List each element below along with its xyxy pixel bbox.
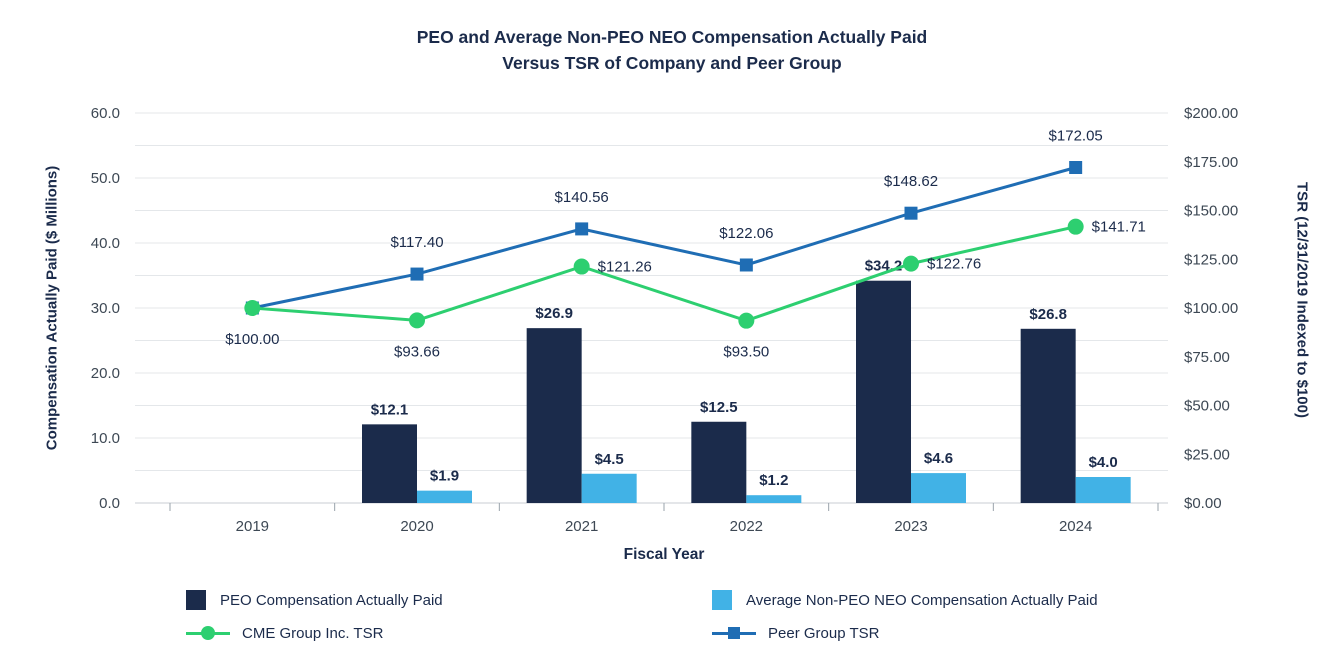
x-axis-tick-label: 2021 <box>565 518 598 535</box>
peo-bar <box>1020 328 1076 503</box>
x-axis-title: Fiscal Year <box>623 546 705 563</box>
legend-label-peer: Peer Group TSR <box>768 624 880 642</box>
cme-tsr-marker-icon <box>1067 218 1084 235</box>
legend-item-neo: Average Non-PEO NEO Compensation Actuall… <box>712 588 1098 612</box>
combo-chart: $12.1$26.9$12.5$34.2$26.8$1.9$4.5$1.2$4.… <box>91 105 1238 535</box>
right-axis-tick-label: $100.00 <box>1184 300 1238 317</box>
peo-bar <box>691 421 747 503</box>
bar-value-label: $26.9 <box>535 305 573 322</box>
chart-title-line1: PEO and Average Non-PEO NEO Compensation… <box>416 27 928 47</box>
cme-circle-marker-icon <box>201 626 215 640</box>
left-axis-tick-label: 60.0 <box>91 105 120 122</box>
bar-value-label: $12.1 <box>371 401 409 418</box>
left-axis-tick-label: 50.0 <box>91 170 120 187</box>
peo-bar <box>362 424 417 503</box>
right-axis-tick-label: $150.00 <box>1184 203 1238 220</box>
left-axis-tick-label: 10.0 <box>91 430 120 447</box>
tsr-value-label: $148.62 <box>884 173 938 190</box>
tsr-value-label: $140.56 <box>555 189 609 206</box>
x-axis-tick-label: 2019 <box>236 518 269 535</box>
peo-bar <box>526 328 582 503</box>
left-axis-title: Compensation Actually Paid ($ Millions) <box>43 165 61 451</box>
peer-tsr-marker-icon <box>904 206 918 220</box>
tsr-value-label: $93.66 <box>394 343 440 360</box>
bar-value-label: $4.0 <box>1089 454 1118 471</box>
right-axis-tick-label: $25.00 <box>1184 446 1230 463</box>
tsr-value-label: $122.76 <box>927 256 981 273</box>
legend-item-cme: CME Group Inc. TSR <box>186 621 712 645</box>
right-axis-tick-label: $50.00 <box>1184 398 1230 415</box>
right-axis-tick-label: $125.00 <box>1184 251 1238 268</box>
right-axis-tick-label: $75.00 <box>1184 349 1230 366</box>
peer-tsr-line <box>252 166 1077 310</box>
peer-tsr-marker-icon <box>410 267 424 281</box>
tsr-value-label: $122.06 <box>719 225 773 242</box>
legend-label-cme: CME Group Inc. TSR <box>242 624 384 642</box>
legend-label-neo: Average Non-PEO NEO Compensation Actuall… <box>746 591 1098 609</box>
neo-bar <box>581 473 637 503</box>
cme-tsr-marker-icon <box>244 300 261 316</box>
tsr-value-label: $100.00 <box>225 331 279 348</box>
x-axis-tick-label: 2024 <box>1059 518 1092 535</box>
legend-item-peer: Peer Group TSR <box>712 621 1098 645</box>
neo-bar <box>911 473 966 503</box>
chart-title-line2: Versus TSR of Company and Peer Group <box>502 53 842 73</box>
neo-bar <box>746 495 802 503</box>
bar-value-label: $1.9 <box>430 468 459 485</box>
chart-title: PEO and Average Non-PEO NEO Compensation… <box>0 24 1344 76</box>
cme-tsr-marker-icon <box>409 312 425 329</box>
x-axis-tick-label: 2023 <box>894 518 927 535</box>
x-axis-tick-label: 2022 <box>730 518 763 535</box>
neo-bar <box>1075 477 1131 503</box>
cme-tsr-line <box>252 225 1076 323</box>
right-axis-tick-label: $175.00 <box>1184 154 1238 171</box>
peer-line-swatch-icon <box>712 623 756 643</box>
peer-tsr-marker-icon <box>575 222 589 236</box>
cme-tsr-marker-icon <box>738 312 755 329</box>
peo-bar <box>856 280 911 503</box>
cme-line-swatch-icon <box>186 623 230 643</box>
peer-square-marker-icon <box>728 627 740 639</box>
tsr-value-label: $117.40 <box>390 234 443 251</box>
peer-tsr-marker-icon <box>1069 161 1083 175</box>
bar-value-label: $4.5 <box>595 451 624 468</box>
right-axis-tick-label: $0.00 <box>1184 495 1222 512</box>
bar-value-label: $12.5 <box>700 399 738 416</box>
right-axis-title: TSR (12/31/2019 Indexed to $100) <box>1293 182 1311 418</box>
bar-value-label: $1.2 <box>759 472 788 489</box>
bar-value-label: $4.6 <box>924 450 953 467</box>
left-axis-tick-label: 40.0 <box>91 235 120 252</box>
tsr-value-label: $141.71 <box>1092 219 1146 236</box>
tsr-value-label: $172.05 <box>1049 128 1103 145</box>
left-axis-tick-label: 0.0 <box>99 495 120 512</box>
left-axis-tick-label: 30.0 <box>91 300 120 317</box>
peer-tsr-marker-icon <box>739 258 753 272</box>
chart-legend: PEO Compensation Actually Paid Average N… <box>186 588 1098 645</box>
cme-tsr-marker-icon <box>903 255 919 272</box>
neo-bar-swatch-icon <box>712 590 732 610</box>
cme-tsr-marker-icon <box>573 258 590 275</box>
bar-value-label: $26.8 <box>1029 306 1067 323</box>
tsr-value-label: $121.26 <box>598 259 652 276</box>
tsr-value-label: $93.50 <box>723 344 769 361</box>
legend-item-peo: PEO Compensation Actually Paid <box>186 588 712 612</box>
x-axis-tick-label: 2020 <box>400 518 433 535</box>
peo-bar-swatch-icon <box>186 590 206 610</box>
right-axis-tick-label: $200.00 <box>1184 105 1238 122</box>
neo-bar <box>417 490 472 503</box>
legend-label-peo: PEO Compensation Actually Paid <box>220 591 443 609</box>
left-axis-tick-label: 20.0 <box>91 365 120 382</box>
